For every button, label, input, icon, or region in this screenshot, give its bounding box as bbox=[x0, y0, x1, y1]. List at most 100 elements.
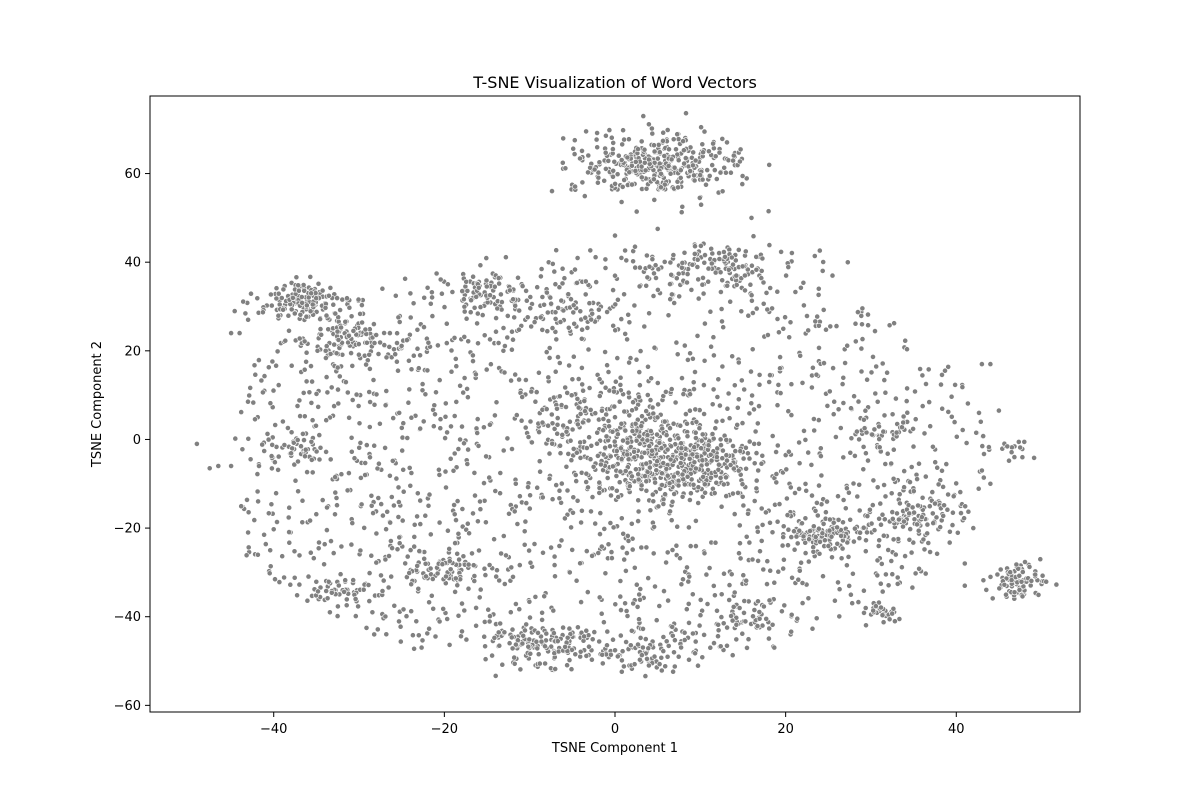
scatter-point bbox=[383, 354, 390, 361]
scatter-point bbox=[356, 444, 363, 451]
scatter-point bbox=[592, 520, 599, 527]
scatter-point bbox=[755, 598, 761, 605]
scatter-point bbox=[906, 510, 913, 517]
scatter-point bbox=[549, 496, 556, 503]
scatter-point bbox=[1017, 444, 1024, 451]
scatter-point bbox=[742, 287, 748, 294]
scatter-point bbox=[945, 408, 952, 415]
scatter-point bbox=[677, 422, 684, 429]
scatter-point bbox=[295, 488, 301, 495]
scatter-point bbox=[483, 283, 490, 290]
scatter-point bbox=[280, 286, 287, 293]
scatter-point bbox=[514, 521, 521, 527]
scatter-point bbox=[952, 381, 958, 388]
scatter-point bbox=[642, 167, 649, 174]
scatter-point bbox=[821, 360, 827, 366]
scatter-point bbox=[939, 405, 946, 412]
scatter-point bbox=[363, 339, 370, 346]
scatter-point bbox=[608, 549, 615, 555]
scatter-point bbox=[854, 493, 861, 500]
scatter-point bbox=[275, 453, 282, 460]
scatter-point bbox=[566, 625, 573, 632]
scatter-point bbox=[884, 369, 890, 376]
scatter-point bbox=[338, 471, 345, 478]
scatter-point bbox=[393, 475, 400, 482]
scatter-point bbox=[583, 548, 590, 554]
scatter-point bbox=[912, 416, 919, 423]
scatter-point bbox=[271, 459, 278, 466]
scatter-point bbox=[414, 563, 421, 569]
scatter-point bbox=[979, 443, 986, 449]
scatter-point bbox=[304, 597, 311, 604]
scatter-point bbox=[755, 467, 762, 474]
scatter-point bbox=[741, 598, 748, 604]
scatter-point bbox=[1019, 569, 1026, 575]
scatter-point bbox=[650, 498, 657, 505]
scatter-point bbox=[291, 548, 298, 555]
scatter-point bbox=[579, 381, 586, 388]
scatter-point bbox=[890, 536, 897, 543]
scatter-point bbox=[467, 309, 474, 316]
scatter-point bbox=[582, 291, 589, 298]
scatter-point bbox=[643, 185, 650, 192]
scatter-point bbox=[777, 390, 784, 396]
scatter-point bbox=[568, 666, 575, 673]
scatter-point bbox=[328, 589, 335, 596]
scatter-point bbox=[688, 476, 695, 483]
scatter-point bbox=[289, 294, 296, 301]
scatter-point bbox=[654, 458, 660, 465]
scatter-point bbox=[335, 336, 342, 343]
scatter-point bbox=[493, 399, 500, 406]
scatter-point bbox=[732, 257, 739, 264]
scatter-point bbox=[661, 258, 668, 265]
scatter-point bbox=[608, 651, 614, 658]
scatter-point bbox=[769, 621, 776, 628]
scatter-point bbox=[509, 626, 516, 633]
scatter-point bbox=[511, 508, 518, 515]
scatter-point bbox=[696, 425, 703, 432]
scatter-point bbox=[426, 599, 432, 606]
scatter-point bbox=[444, 527, 451, 534]
scatter-point bbox=[443, 320, 450, 327]
scatter-point bbox=[319, 287, 326, 294]
scatter-point bbox=[527, 305, 534, 312]
scatter-point bbox=[735, 246, 742, 253]
scatter-point bbox=[368, 502, 375, 509]
scatter-point bbox=[558, 297, 565, 304]
scatter-point bbox=[914, 476, 920, 482]
scatter-point bbox=[692, 243, 698, 250]
scatter-point bbox=[461, 440, 467, 447]
scatter-point bbox=[267, 291, 274, 298]
scatter-point bbox=[680, 391, 687, 397]
scatter-point bbox=[889, 509, 896, 515]
scatter-point bbox=[337, 307, 343, 313]
scatter-point bbox=[193, 440, 200, 447]
scatter-point bbox=[674, 178, 681, 185]
scatter-point bbox=[464, 461, 471, 467]
scatter-point bbox=[629, 407, 635, 414]
scatter-point bbox=[636, 433, 643, 440]
scatter-point bbox=[904, 385, 910, 392]
scatter-point bbox=[614, 653, 621, 660]
scatter-point bbox=[417, 425, 424, 432]
scatter-point bbox=[775, 568, 782, 575]
scatter-point bbox=[305, 573, 312, 580]
scatter-point bbox=[491, 635, 498, 641]
scatter-point bbox=[288, 362, 295, 369]
scatter-point bbox=[567, 437, 574, 444]
scatter-point bbox=[643, 282, 650, 289]
scatter-point bbox=[687, 168, 694, 174]
scatter-point bbox=[979, 467, 985, 474]
scatter-point bbox=[615, 296, 621, 303]
scatter-point bbox=[554, 421, 561, 428]
scatter-point bbox=[637, 596, 643, 603]
scatter-point bbox=[774, 316, 781, 322]
scatter-point bbox=[604, 475, 611, 481]
scatter-point bbox=[704, 167, 711, 173]
scatter-point bbox=[864, 513, 871, 519]
scatter-point bbox=[643, 478, 650, 485]
scatter-point bbox=[457, 382, 463, 389]
scatter-point bbox=[619, 544, 626, 551]
scatter-point bbox=[663, 638, 670, 645]
